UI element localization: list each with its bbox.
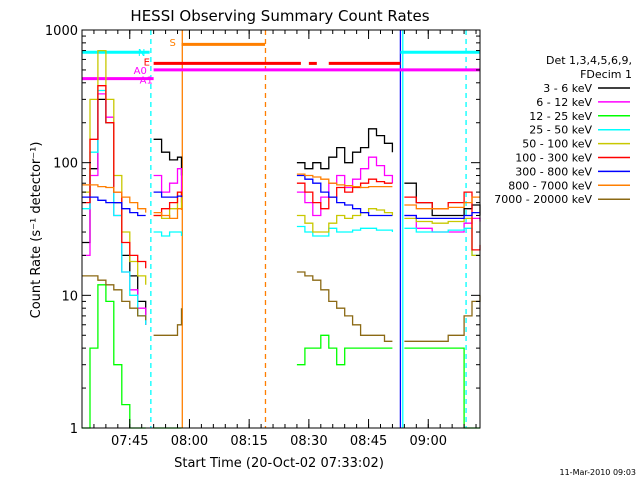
x-tick-label: 07:45 [111, 434, 148, 449]
legend-label-100-300-kev: 100 - 300 keV [515, 152, 592, 165]
legend-label-6-12-kev: 6 - 12 keV [536, 96, 592, 109]
series-line-3-6-kev [82, 98, 481, 325]
series-line-25-50-kev [82, 89, 480, 325]
y-tick-label: 1000 [45, 24, 78, 39]
legend-label-7000-20000-kev: 7000 - 20000 keV [494, 193, 592, 206]
legend-label-25-50-kev: 25 - 50 keV [529, 124, 592, 137]
flag-label-s: S [170, 38, 176, 49]
legend-label-300-800-kev: 300 - 800 keV [515, 165, 592, 178]
x-tick-label: 08:45 [350, 434, 387, 449]
x-tick-label: 09:00 [410, 434, 447, 449]
series-line-100-300-kev [82, 85, 481, 269]
x-axis-label: Start Time (20-Oct-02 07:33:02) [174, 456, 384, 471]
flag-label-a1: A1 [140, 76, 153, 87]
x-tick-label: 08:00 [171, 434, 208, 449]
chart-title: HESSI Observing Summary Count Rates [130, 7, 429, 25]
legend-label-50-100-kev: 50 - 100 keV [522, 138, 592, 151]
legend-label-12-25-kev: 12 - 25 keV [529, 110, 592, 123]
y-axis-label: Count Rate (s⁻¹ detector⁻¹) [29, 142, 44, 319]
axes: 1 10 100 1000 07:45 08:00 08:15 08:30 08:45 09:00 [45, 24, 481, 449]
series-line-300-800-kev [82, 174, 480, 220]
x-tick-label: 08:15 [230, 434, 267, 449]
y-tick-label: 1 [70, 422, 78, 437]
flag-label-a0: A0 [134, 66, 147, 77]
series-line-12-25-kev [82, 284, 480, 429]
series-line-7000-20000-kev [82, 271, 481, 342]
flag-label-n: N [138, 48, 145, 59]
legend-header-1: Det 1,3,4,5,6,9, [546, 54, 632, 67]
plot-frame [81, 29, 481, 429]
legend-label-3-6-kev: 3 - 6 keV [543, 82, 592, 95]
series-line-800-7000-kev [82, 173, 480, 220]
flag-label-e: E [144, 57, 150, 68]
legend-label-800-7000-kev: 800 - 7000 keV [508, 179, 592, 192]
y-tick-label: 10 [61, 289, 78, 304]
y-tick-label: 100 [53, 157, 78, 172]
x-tick-label: 08:30 [290, 434, 327, 449]
series-line-6-12-kev [82, 93, 481, 325]
footer-timestamp: 11-Mar-2010 09:03 [560, 468, 637, 477]
legend-header-2: FDecim 1 [580, 68, 632, 81]
